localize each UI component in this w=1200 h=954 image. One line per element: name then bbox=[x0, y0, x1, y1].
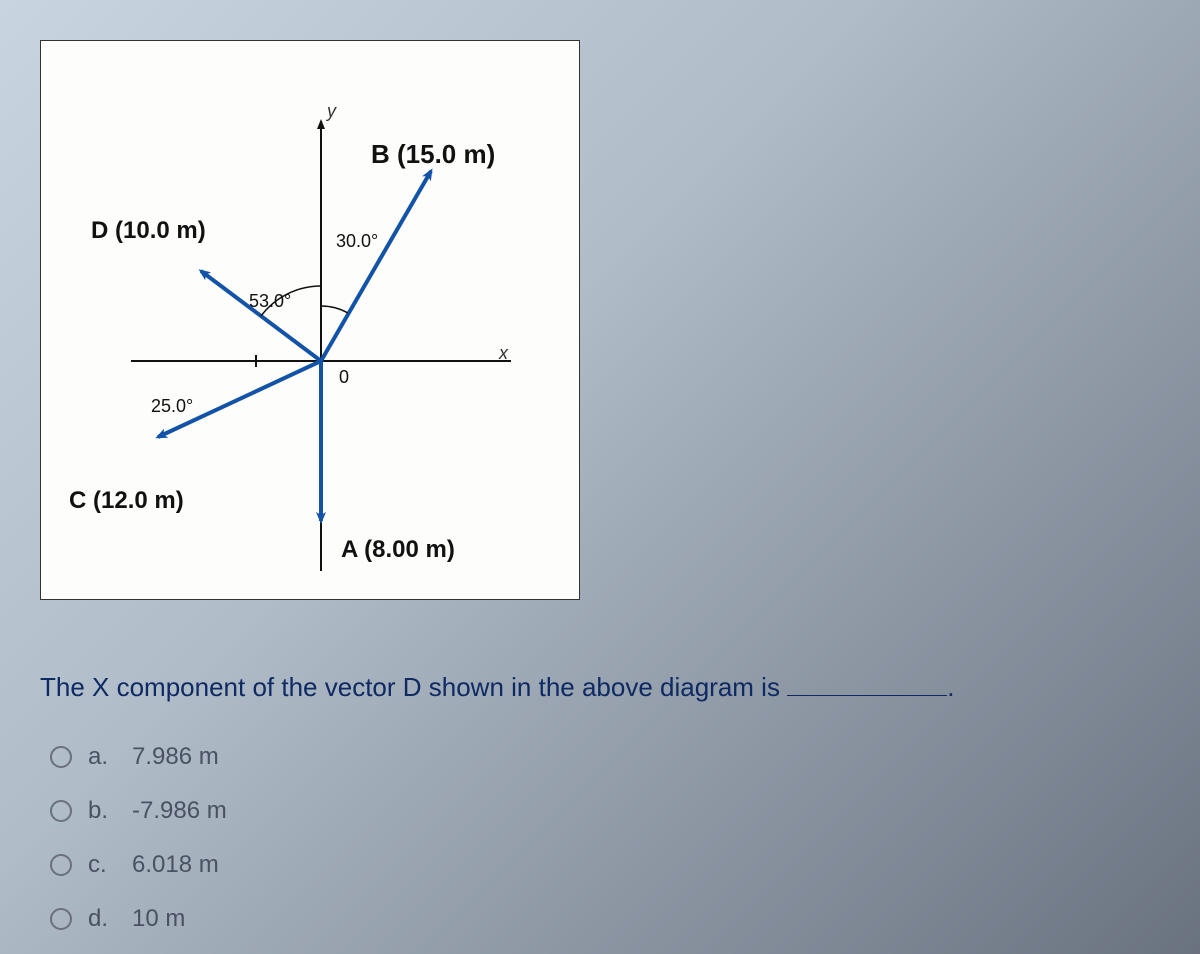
vector-b-label: B (15.0 m) bbox=[371, 139, 495, 170]
vector-a-label: A (8.00 m) bbox=[341, 536, 455, 564]
question-text: The X component of the vector D shown in… bbox=[40, 670, 1170, 703]
radio-icon[interactable] bbox=[50, 854, 72, 876]
angle-25-label: 25.0° bbox=[151, 396, 193, 417]
option-letter: a. bbox=[88, 743, 116, 771]
origin-label: 0 bbox=[339, 367, 349, 388]
fill-in-blank bbox=[787, 670, 947, 696]
radio-icon[interactable] bbox=[50, 746, 72, 768]
diagram-svg bbox=[41, 41, 581, 601]
page: y x 0 B (15.0 m) D (10.0 m) C (12.0 m) A… bbox=[0, 0, 1200, 954]
angle-30-label: 30.0° bbox=[336, 231, 378, 252]
radio-icon[interactable] bbox=[50, 800, 72, 822]
arc-30 bbox=[321, 306, 348, 313]
option-c[interactable]: c. 6.018 m bbox=[50, 851, 1170, 879]
option-b[interactable]: b. -7.986 m bbox=[50, 797, 1170, 825]
vector-diagram: y x 0 B (15.0 m) D (10.0 m) C (12.0 m) A… bbox=[40, 40, 580, 600]
question-before: The X component of the vector D shown in… bbox=[40, 672, 787, 702]
option-letter: c. bbox=[88, 851, 116, 879]
option-text: 10 m bbox=[132, 905, 185, 933]
radio-icon[interactable] bbox=[50, 908, 72, 930]
option-text: -7.986 m bbox=[132, 797, 227, 825]
option-d[interactable]: d. 10 m bbox=[50, 905, 1170, 933]
vector-d-label: D (10.0 m) bbox=[91, 217, 206, 245]
option-a[interactable]: a. 7.986 m bbox=[50, 743, 1170, 771]
y-axis-label: y bbox=[327, 101, 336, 122]
question-after: . bbox=[947, 672, 954, 702]
options-list: a. 7.986 m b. -7.986 m c. 6.018 m d. 10 … bbox=[50, 743, 1170, 933]
option-letter: d. bbox=[88, 905, 116, 933]
vector-c-label: C (12.0 m) bbox=[69, 487, 184, 515]
x-axis-label: x bbox=[499, 343, 508, 364]
option-text: 6.018 m bbox=[132, 851, 219, 879]
option-letter: b. bbox=[88, 797, 116, 825]
angle-53-label: 53.0° bbox=[249, 291, 291, 312]
vector-b bbox=[321, 171, 431, 361]
option-text: 7.986 m bbox=[132, 743, 219, 771]
